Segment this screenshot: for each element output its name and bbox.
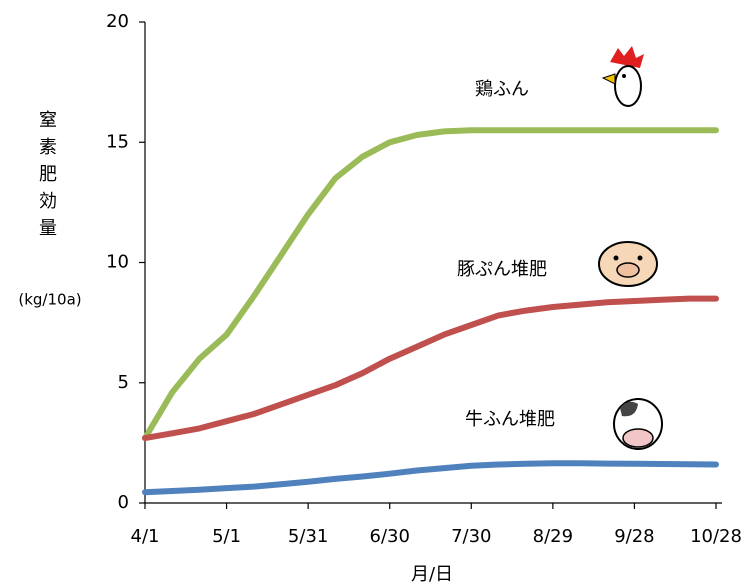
chicken-icon xyxy=(601,46,644,107)
y-tick-label: 20 xyxy=(106,11,129,32)
x-tick-label: 9/28 xyxy=(614,526,654,547)
y-axis-unit: (kg/10a) xyxy=(18,291,81,309)
series-label: 鶏ふん xyxy=(475,79,529,100)
x-tick-label: 7/30 xyxy=(451,526,491,547)
x-tick-label: 5/1 xyxy=(212,526,241,547)
series-label: 豚ぷん堆肥 xyxy=(457,259,547,280)
series-label: 牛ふん堆肥 xyxy=(465,409,555,430)
series-line xyxy=(142,460,719,496)
x-tick-label: 10/28 xyxy=(690,526,742,547)
x-axis-label: 月/日 xyxy=(411,564,453,585)
y-tick-label: 0 xyxy=(118,492,129,513)
y-tick-label: 15 xyxy=(106,131,129,152)
x-tick-label: 5/31 xyxy=(288,526,328,547)
y-tick-label: 10 xyxy=(106,252,129,273)
x-tick-label: 6/30 xyxy=(370,526,410,547)
pig-icon xyxy=(598,241,658,287)
x-tick-label: 8/29 xyxy=(533,526,573,547)
x-tick-label: 4/1 xyxy=(131,526,160,547)
series-line xyxy=(142,127,719,442)
y-tick-label: 5 xyxy=(118,372,129,393)
y-axis-label: 窒素肥効量 xyxy=(36,110,57,245)
series-line xyxy=(142,295,719,442)
cow-icon xyxy=(613,398,663,450)
